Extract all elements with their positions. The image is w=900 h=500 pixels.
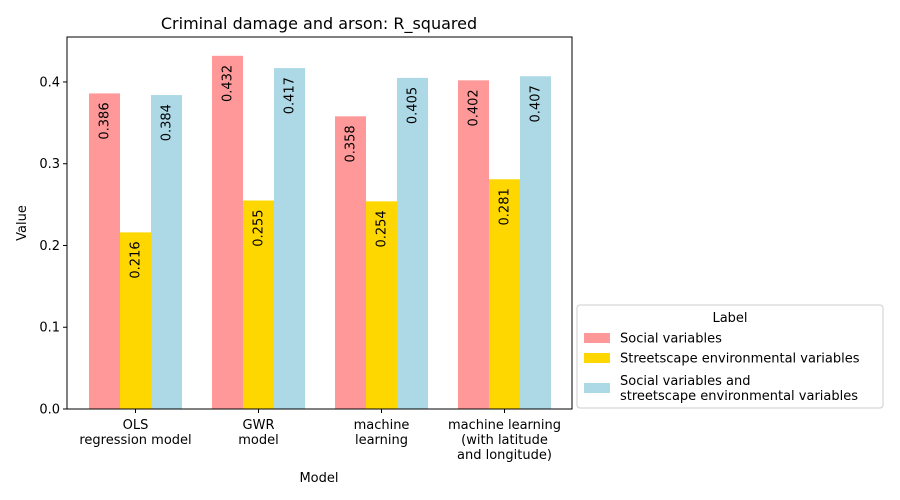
bar-s0-c2: [335, 116, 366, 410]
legend-swatch-2: [584, 383, 610, 393]
y-tick-label: 0.2: [39, 239, 60, 254]
bar-value-label: 0.255: [252, 210, 267, 247]
bar-s0-c1: [212, 55, 243, 410]
legend-entry-label: Social variables and streetscape environm…: [620, 374, 858, 404]
x-axis-label: Model: [299, 471, 338, 486]
bar-value-label: 0.386: [98, 102, 113, 139]
bar-s1-c1: [243, 200, 274, 409]
x-tick-label: machine learning: [354, 418, 410, 448]
legend-box: [576, 304, 884, 409]
legend-swatch-0: [584, 333, 610, 343]
bar-value-label: 0.402: [467, 89, 482, 126]
bar-value-label: 0.358: [344, 125, 359, 162]
legend-entry-line: Social variables: [620, 332, 722, 347]
x-tick-label: GWR model: [238, 418, 278, 448]
bar-s2-c3: [520, 76, 551, 409]
bar-value-label: 0.281: [498, 188, 513, 225]
bar-s1-c0: [120, 232, 151, 409]
bar-value-label: 0.432: [221, 65, 236, 102]
y-tick-label: 0.3: [39, 157, 60, 172]
bar-value-label: 0.384: [160, 104, 175, 141]
bar-value-label: 0.417: [283, 77, 298, 114]
legend-title: Label: [712, 311, 747, 326]
x-tick-label-line: GWR: [243, 418, 275, 433]
x-tick-label: OLS regression model: [79, 418, 191, 448]
plot-frame: [66, 36, 573, 410]
legend-swatch-1: [584, 353, 610, 363]
x-tick-label: machine learning (with latitude and longit…: [448, 418, 561, 463]
bar-s1-c2: [366, 201, 397, 409]
legend-entry-line: streetscape environmental variables: [620, 389, 858, 404]
bar-s0-c3: [458, 80, 489, 409]
y-tick-label: 0.0: [39, 403, 60, 418]
x-tick-label-line: and longitude): [457, 448, 552, 463]
legend-entry-label: Social variables: [620, 332, 722, 347]
x-tick-label-line: learning: [355, 433, 408, 448]
y-axis-label: Value: [15, 205, 30, 241]
bar-value-label: 0.405: [406, 87, 421, 124]
x-tick-label-line: machine learning: [448, 418, 561, 433]
bar-s1-c3: [489, 179, 520, 409]
x-tick-label-line: (with latitude: [461, 433, 548, 448]
plot-area: 0.386 0.432 0.358 0.402 0.216 0.255 0.254 0.281…: [39, 36, 573, 463]
bar-s2-c1: [274, 68, 305, 410]
bar-s0-c0: [89, 93, 120, 410]
chart-title: Criminal damage and arson: R_squared: [161, 14, 477, 34]
bar-value-label: 0.254: [375, 210, 390, 247]
x-tick-label-line: machine: [354, 418, 410, 433]
legend-entry-label: Streetscape environmental variables: [620, 352, 860, 367]
bar-value-label: 0.407: [529, 85, 544, 122]
y-tick-label: 0.4: [39, 75, 60, 90]
bar-s2-c2: [397, 77, 428, 409]
legend-entry-line: Streetscape environmental variables: [620, 352, 860, 367]
x-tick-label-line: model: [238, 433, 278, 448]
legend: Label Social variables Streetscape environ…: [576, 304, 884, 409]
legend-entry-line: Social variables and: [620, 374, 750, 389]
bar-value-label: 0.216: [129, 241, 144, 278]
bar-s2-c0: [151, 95, 182, 410]
x-tick-label-line: OLS: [123, 418, 149, 433]
x-tick-label-line: regression model: [79, 433, 191, 448]
y-tick-label: 0.1: [39, 321, 60, 336]
